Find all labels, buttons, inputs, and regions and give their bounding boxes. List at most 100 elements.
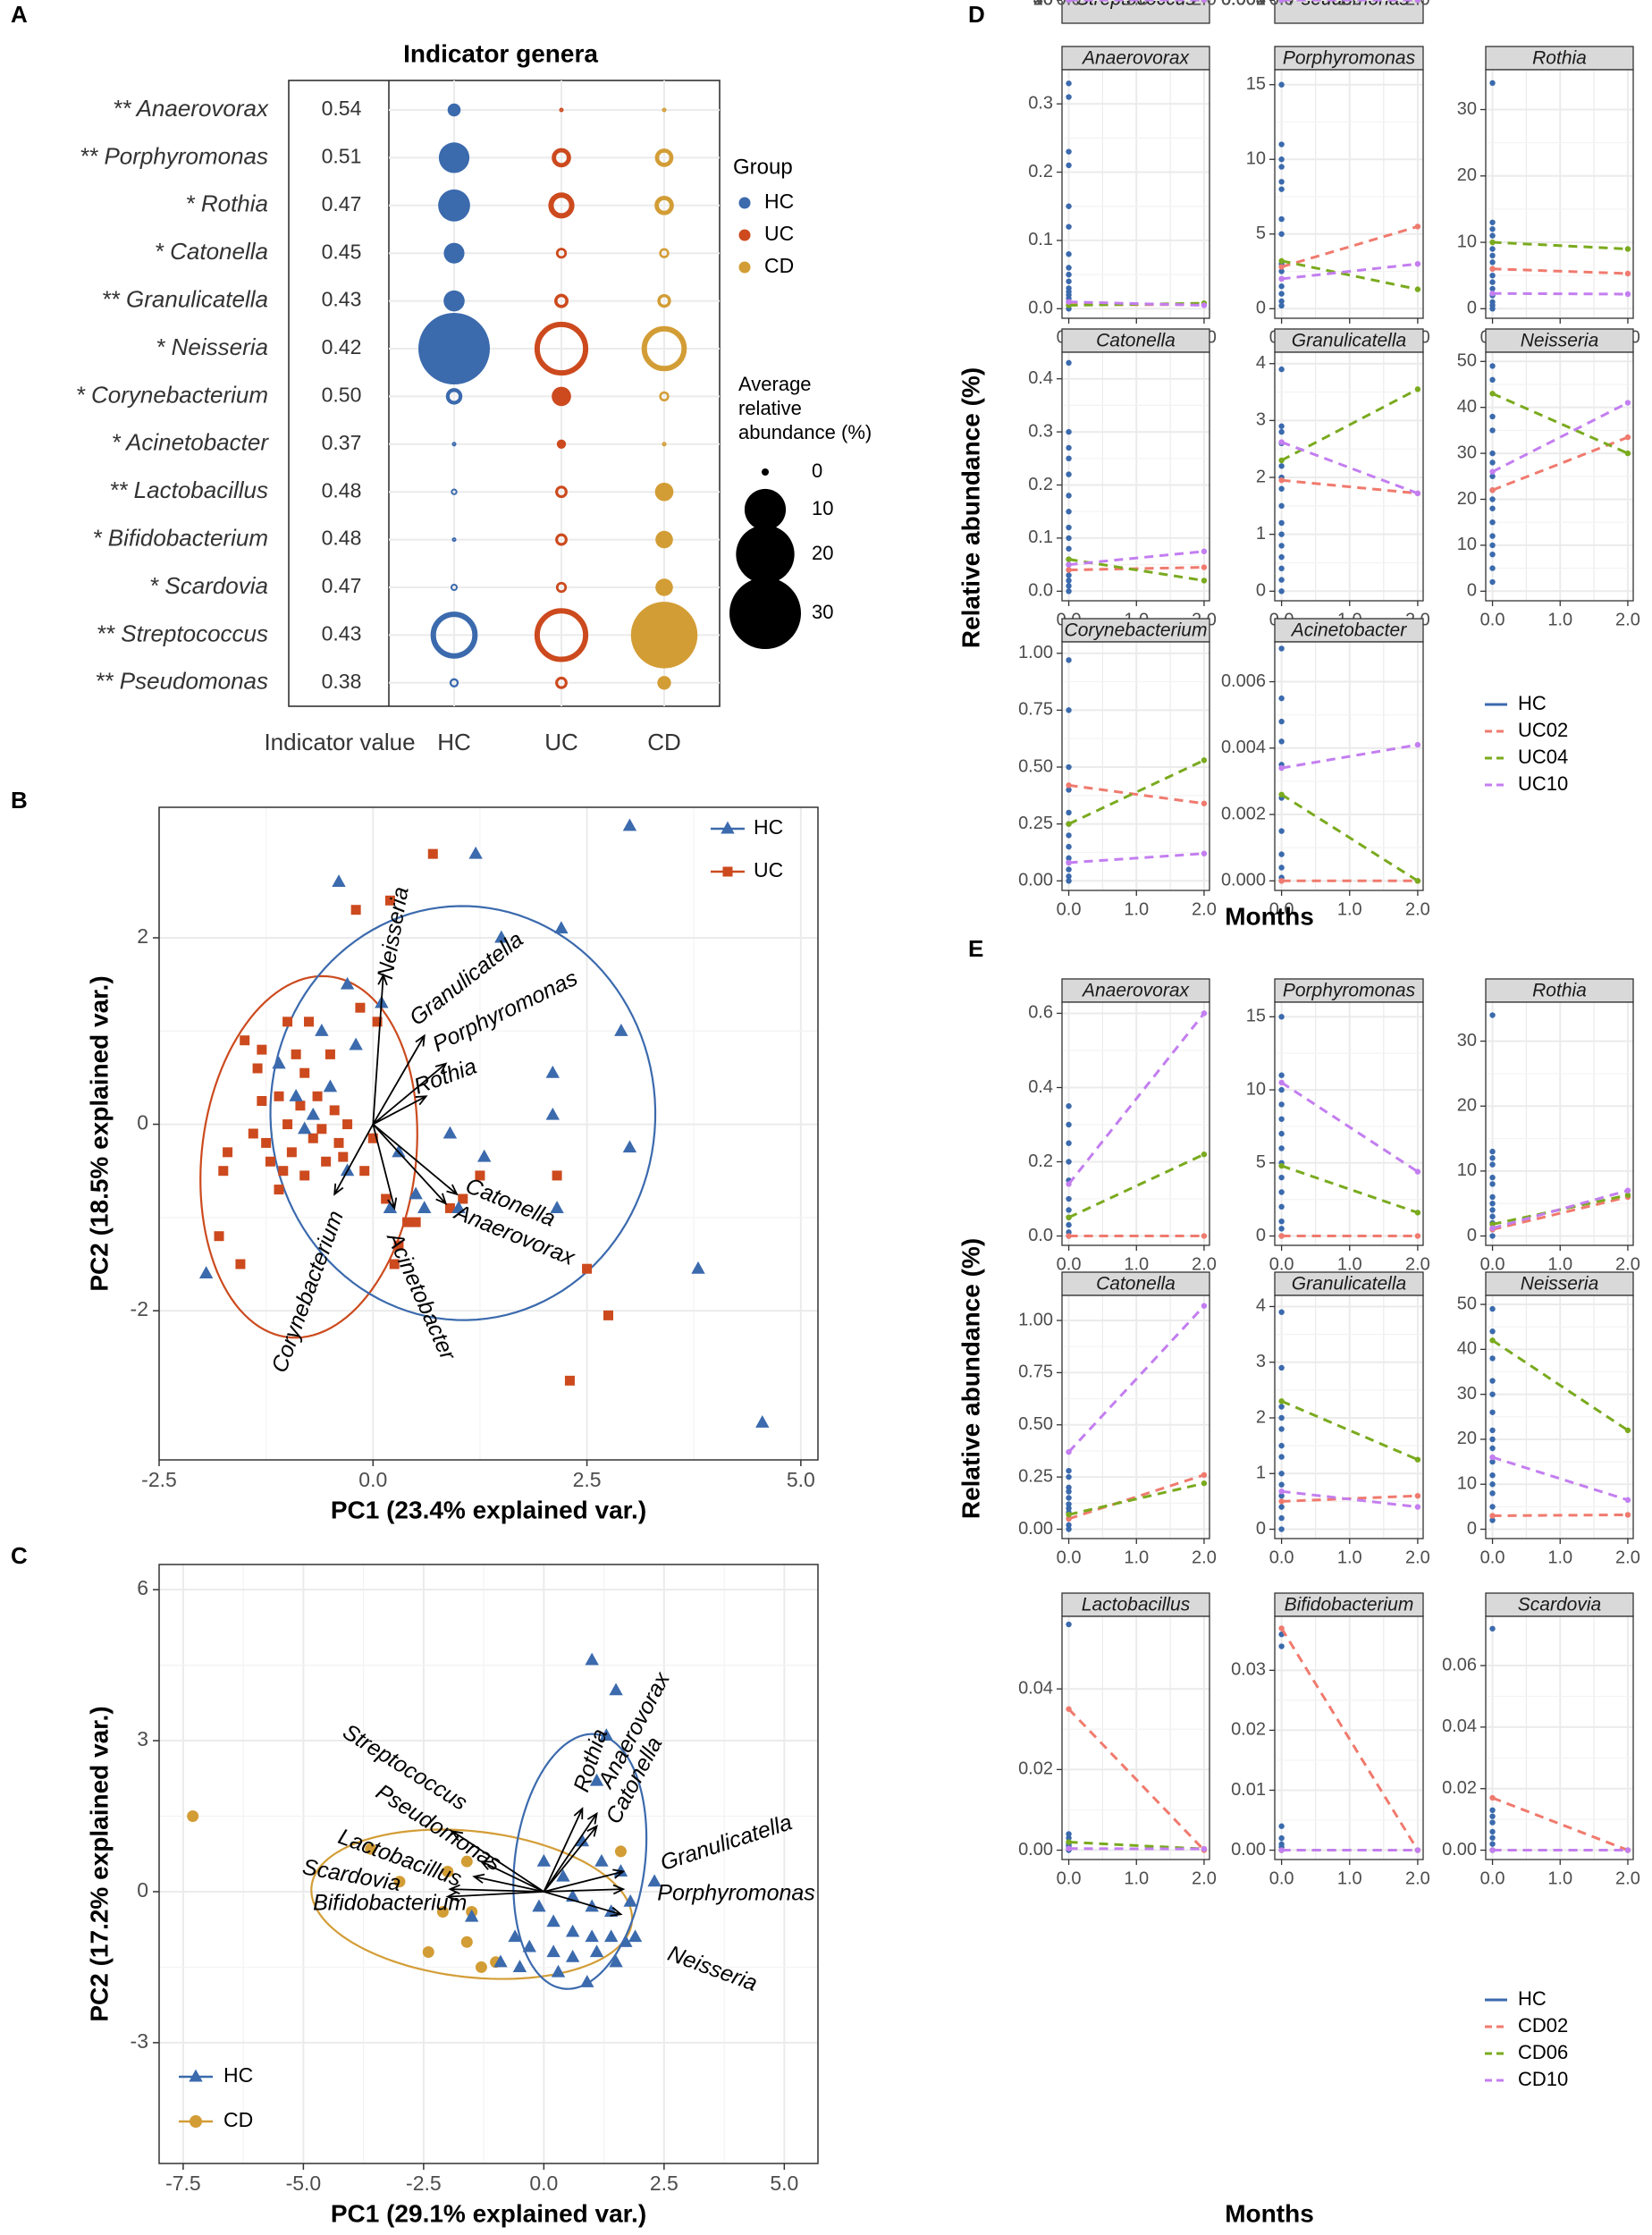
facet-strip-label: Scardovia — [1518, 1595, 1601, 1615]
panel-a-genus-label: * Neisseria — [156, 333, 268, 360]
biplot-point-hc — [554, 921, 569, 934]
facet-xtick-label: 2.0 — [1615, 1868, 1640, 1888]
facet-hc-point — [1066, 843, 1072, 850]
facet-hc-point — [1066, 359, 1072, 367]
facet-hc-point — [1489, 1355, 1496, 1362]
biplot-point-uc — [603, 1310, 613, 1320]
facet-xtick-label: 1.0 — [1547, 1548, 1572, 1567]
panel-a-bubble-hollow — [451, 584, 458, 591]
panel-a-bubble-hollow — [654, 195, 674, 215]
facet-xtick-label: 1.0 — [1124, 1254, 1149, 1274]
facet-series-point — [1201, 0, 1208, 4]
biplot-point-uc — [274, 1091, 284, 1101]
facet-xtick-label: 1.0 — [1547, 1868, 1572, 1888]
biplot-ellipse-cd — [310, 1828, 634, 1980]
facet-series-point — [1278, 275, 1285, 283]
panel-a-genus-label: * Bifidobacterium — [92, 524, 268, 551]
panel-a-genus-label: ** Pseudomonas — [95, 668, 268, 695]
facet-xtick-label: 2.0 — [1405, 1254, 1430, 1274]
biplot-point-hc — [272, 1056, 286, 1069]
facet-frame — [1485, 69, 1634, 319]
facet-series-point — [1066, 1706, 1072, 1712]
panel-c-legend-label: CD — [223, 2108, 253, 2131]
facet-series-line — [1492, 267, 1628, 275]
facet-ytick-label: 0 — [1256, 1519, 1266, 1539]
facet-series-line — [1068, 783, 1205, 805]
facet-series-line — [1281, 1399, 1419, 1462]
facet-hc-point — [1278, 164, 1285, 170]
facet-hc-point — [1066, 493, 1072, 499]
facet-series-point — [1201, 564, 1208, 570]
facet-hc-point — [1489, 1213, 1496, 1219]
facet-strip-label: Granulicatella — [1292, 331, 1406, 351]
panel-a-bubble-hollow — [548, 192, 575, 219]
biplot-ellipse-uc — [199, 974, 418, 1339]
facet-ytick-label: 0.02 — [1442, 1778, 1477, 1798]
panel-a-indicator-value: 0.45 — [322, 240, 362, 263]
biplot-point-hc — [349, 1037, 363, 1050]
panel-a-indicator-value: 0.47 — [322, 192, 362, 215]
facet-ytick-label: 0 — [1256, 1226, 1266, 1245]
facet-hc-point — [1489, 246, 1496, 252]
facet-ytick-label: 0.004 — [1221, 0, 1266, 9]
facet-series-line — [1281, 259, 1419, 291]
facet-hc-point — [1489, 1161, 1496, 1168]
biplot-arrow-label: Bifidobacterium — [313, 1891, 467, 1916]
facet-series-point — [1066, 556, 1072, 562]
facet-series-point — [1278, 264, 1285, 270]
facet-series-line — [1067, 1152, 1205, 1219]
facet-strip — [1485, 328, 1634, 353]
facet-strip-label: Neisseria — [1521, 1274, 1599, 1295]
facet-ytick-label: 0.02 — [1018, 1759, 1053, 1779]
facet-series-point — [1066, 782, 1072, 789]
panel-a-bubble — [552, 386, 571, 407]
biplot-point-cd — [393, 1876, 406, 1888]
panel-a-size-legend-label: 0 — [812, 460, 822, 482]
biplot-point-uc — [381, 1193, 392, 1204]
facet-hc-point — [1278, 1116, 1285, 1122]
facet-ytick-label: 20 — [1457, 1096, 1477, 1116]
panel-a-bubble-hollow — [451, 488, 458, 495]
facet-ytick-label: 0 — [1467, 581, 1477, 601]
panel-a-size-legend-dot — [762, 468, 769, 476]
panel-a: Indicator genera ** Anaerovorax 0.54 ** Por… — [76, 39, 872, 755]
facet-series-point — [1624, 1512, 1631, 1518]
facet-hc-point — [1278, 1226, 1285, 1232]
biplot-point-hc — [332, 874, 346, 887]
facet-hc-point — [1489, 1504, 1496, 1510]
facet-xtick-label: 1.0 — [1124, 1868, 1149, 1888]
facet-strip — [1274, 0, 1424, 24]
facet-ytick-label: 0.3 — [1028, 93, 1053, 113]
biplot-arrow — [333, 1124, 375, 1195]
facet-series-point — [1489, 1794, 1496, 1801]
facet-series-point — [1489, 1513, 1496, 1519]
panel-a-xtick: CD — [647, 729, 681, 755]
facet-series-line — [1068, 300, 1204, 307]
biplot-point-uc — [295, 1101, 306, 1111]
facet-legend-label: UC04 — [1518, 746, 1568, 768]
biplot-arrow — [372, 1095, 427, 1126]
panel-a-bubble — [447, 103, 461, 117]
panel-label-a: A — [11, 1, 28, 28]
facet-series-line — [1067, 1708, 1206, 1851]
facet-ytick-label: 0.3 — [1028, 421, 1053, 441]
biplot-point-hc — [477, 1149, 492, 1162]
biplot-point-hc — [289, 1088, 303, 1101]
biplot-arrow — [372, 1123, 458, 1195]
biplot-point-uc — [350, 905, 361, 915]
facet-series-point — [1201, 1010, 1208, 1016]
facet-frame — [1274, 351, 1424, 602]
biplot-point-hc — [306, 1107, 320, 1120]
panel-a-legend-dot — [738, 197, 751, 209]
facet-hc-point — [1066, 203, 1072, 209]
biplot-point-uc — [384, 895, 395, 906]
panel-a-bubble — [443, 290, 465, 312]
facet-xtick-label: 2.0 — [1615, 610, 1640, 629]
facet-hc-point — [1489, 1472, 1496, 1479]
facet-series-point — [1201, 578, 1208, 584]
facet-xtick-label: 0.0 — [1269, 0, 1294, 9]
facet-xtick-label: 1.0 — [1547, 610, 1572, 629]
biplot-point-hc — [198, 1266, 214, 1278]
facet-xtick-label: 0.0 — [1480, 610, 1505, 629]
